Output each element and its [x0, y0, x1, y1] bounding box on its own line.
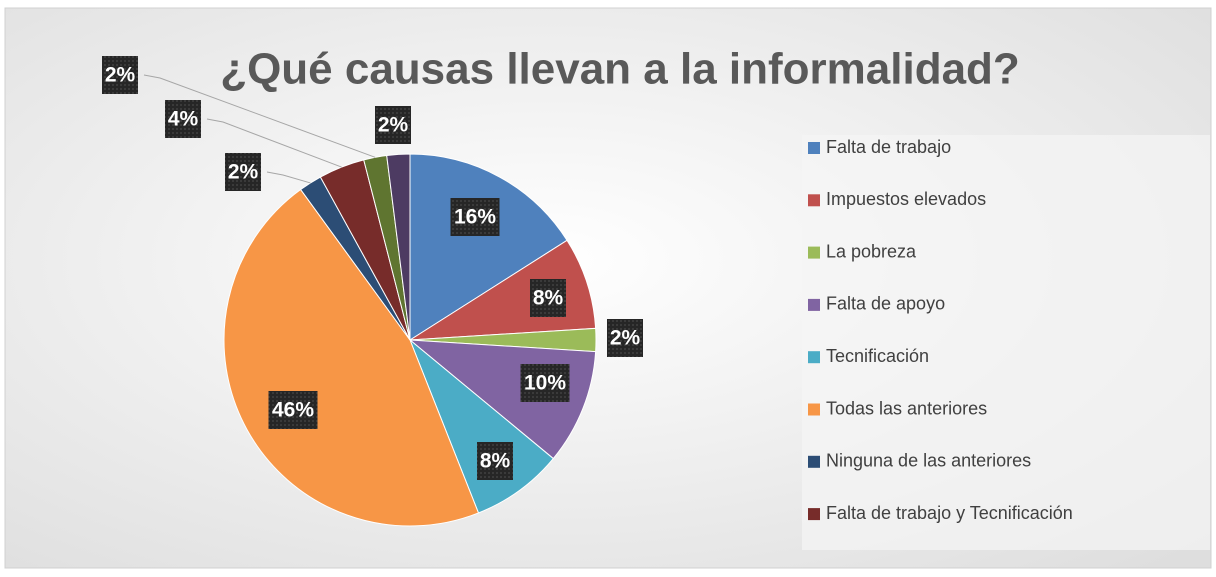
legend-label: Todas las anteriores [826, 398, 987, 418]
legend-swatch [808, 403, 820, 416]
legend-swatch [808, 455, 820, 468]
legend-label: Ninguna de las anteriores [826, 451, 1031, 471]
pie-slice [223, 188, 480, 527]
chart-title: ¿Qué causas llevan a la informalidad? [220, 45, 1020, 94]
legend-swatch [808, 508, 820, 521]
legend-label: Falta de trabajo y Tecnificación [826, 503, 1073, 523]
leader-line [206, 118, 342, 168]
legend-label: Impuestos elevados [826, 189, 986, 209]
legend-swatch [808, 142, 820, 154]
legend-swatch [808, 246, 820, 259]
legend-swatch [808, 351, 820, 364]
data-label: 2% [610, 327, 641, 350]
label-box [477, 442, 513, 480]
data-label: 2% [378, 114, 409, 137]
legend-label: Tecnificación [826, 346, 929, 366]
label-box [268, 391, 318, 429]
label-box [102, 56, 138, 94]
data-label: 46% [272, 399, 314, 422]
legend-label: La pobreza [826, 241, 917, 261]
data-label: 8% [480, 450, 511, 473]
label-box [530, 279, 566, 317]
label-box [225, 153, 261, 191]
data-label: 16% [454, 206, 496, 229]
leader-line [143, 74, 376, 158]
label-box [375, 106, 411, 144]
data-label: 8% [533, 287, 564, 310]
data-label: 2% [105, 64, 136, 87]
pie-slice [409, 339, 555, 514]
leader-line [266, 171, 311, 184]
label-box [607, 319, 643, 357]
label-box [450, 198, 500, 236]
label-box [165, 100, 201, 138]
data-label: 2% [228, 161, 259, 184]
pie-slice [409, 153, 568, 341]
legend-swatch [808, 298, 820, 311]
data-label: 4% [168, 108, 199, 131]
data-label: 10% [524, 372, 566, 395]
legend-swatch [808, 194, 820, 207]
legend-label: Falta de apoyo [826, 294, 945, 314]
legend-box [802, 135, 1210, 550]
legend-label: Falta de trabajo [826, 137, 951, 157]
label-box [520, 364, 570, 402]
pie-slice [386, 153, 411, 341]
